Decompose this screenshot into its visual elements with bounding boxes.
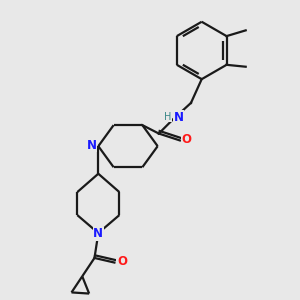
Text: N: N xyxy=(93,227,103,240)
Text: N: N xyxy=(86,139,96,152)
Text: O: O xyxy=(182,133,192,146)
Text: N: N xyxy=(174,111,184,124)
Text: O: O xyxy=(117,255,127,268)
Text: H: H xyxy=(164,112,172,122)
